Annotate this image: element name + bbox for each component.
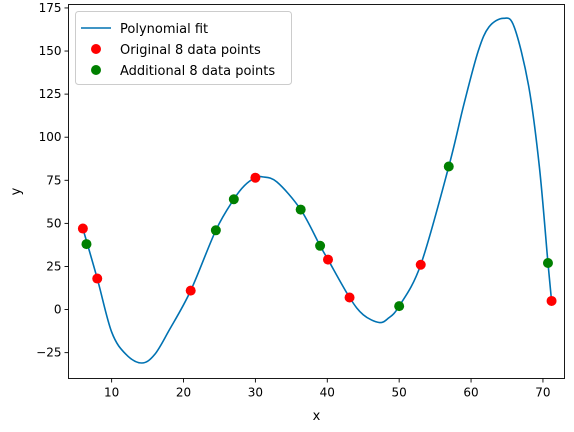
y-tick-label: 125	[39, 87, 62, 101]
additional-data-point	[81, 239, 92, 250]
original-data-point	[250, 172, 261, 183]
original-data-point	[323, 254, 334, 265]
original-data-point	[185, 285, 196, 296]
y-tick-label: 75	[46, 173, 61, 187]
y-tick-label: 100	[39, 130, 62, 144]
legend-box	[75, 11, 292, 85]
x-tick-label: 50	[392, 386, 407, 400]
y-tick-label: 175	[39, 1, 62, 15]
additional-data-point	[443, 161, 454, 172]
legend-label-additional: Additional 8 data points	[120, 64, 275, 79]
y-tick-label: −25	[36, 346, 61, 360]
axis-ticks: 10 20 30 40 50 60 70 −25 0 25 50 75 100 125 150 175	[36, 1, 550, 400]
original-data-point	[92, 273, 103, 284]
original-data-point	[77, 223, 88, 234]
data-points	[77, 161, 557, 312]
x-tick-label: 70	[535, 386, 550, 400]
x-tick-label: 10	[104, 386, 119, 400]
plot-frame	[68, 4, 565, 379]
additional-data-point	[228, 194, 239, 205]
original-data-point	[546, 295, 557, 306]
y-tick-label: 0	[54, 303, 62, 317]
additional-data-point	[295, 204, 306, 215]
additional-data-point	[394, 301, 405, 312]
x-tick-label: 20	[176, 386, 191, 400]
x-axis-label: x	[313, 409, 321, 424]
y-tick-label: 25	[46, 259, 61, 273]
y-axis-label: y	[9, 187, 24, 195]
legend-label-original: Original 8 data points	[120, 43, 261, 58]
x-tick-label: 40	[320, 386, 335, 400]
x-tick-label: 60	[463, 386, 478, 400]
y-tick-label: 150	[39, 44, 62, 58]
legend: Polynomial fit Original 8 data points Ad…	[75, 11, 292, 85]
legend-marker-original	[91, 44, 101, 54]
legend-marker-additional	[91, 65, 101, 75]
original-data-point	[344, 292, 355, 303]
y-tick-label: 50	[46, 216, 61, 230]
legend-label-fit: Polynomial fit	[120, 22, 208, 37]
additional-data-point	[542, 258, 553, 269]
original-data-point	[415, 259, 426, 270]
x-tick-label: 30	[248, 386, 263, 400]
additional-data-point	[315, 240, 326, 251]
additional-data-point	[210, 225, 221, 236]
fit-curve	[82, 17, 553, 364]
